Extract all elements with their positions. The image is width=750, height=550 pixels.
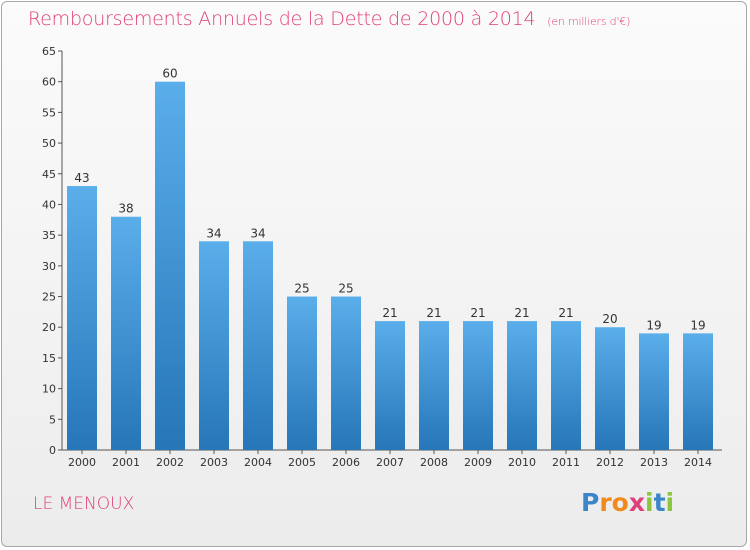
x-tick-label: 2003 [200,456,228,469]
data-label: 43 [74,171,89,185]
x-tick-label: 2011 [552,456,580,469]
x-tick-label: 2014 [684,456,712,469]
logo-letter: t [653,488,666,517]
data-label: 21 [426,306,441,320]
data-label: 38 [118,202,133,216]
x-tick-label: 2013 [640,456,668,469]
x-tick-label: 2005 [288,456,316,469]
bar [243,241,273,450]
data-label: 21 [514,306,529,320]
y-tick-label: 55 [42,106,56,119]
data-label: 20 [602,312,617,326]
y-tick-label: 25 [42,291,56,304]
x-tick-label: 2010 [508,456,536,469]
bar [67,186,97,451]
data-label: 21 [558,306,573,320]
chart-title: Remboursements Annuels de la Dette de 20… [28,8,630,30]
data-label: 34 [206,226,221,240]
bar [111,216,141,450]
data-label: 60 [162,67,177,81]
bar [199,241,229,450]
logo-letter: i [645,488,654,517]
y-tick-label: 15 [42,352,56,365]
chart-title-text: Remboursements Annuels de la Dette de 20… [28,8,536,30]
chart-unit: (en milliers d'€) [547,15,631,28]
x-tick-label: 2006 [332,456,360,469]
x-tick-label: 2007 [376,456,404,469]
bar [507,321,537,450]
data-label: 25 [294,282,309,296]
y-tick-label: 60 [42,76,56,89]
x-tick-label: 2001 [112,456,140,469]
y-tick-label: 45 [42,168,56,181]
bar [463,321,493,450]
x-tick-label: 2004 [244,456,272,469]
bar [639,333,669,450]
data-label: 25 [338,282,353,296]
x-tick-label: 2008 [420,456,448,469]
y-tick-label: 50 [42,137,56,150]
bar [419,321,449,450]
y-tick-label: 5 [49,413,56,426]
y-tick-label: 10 [42,383,56,396]
logo-letter: x [628,488,645,517]
bar [551,321,581,450]
proxiti-logo[interactable]: Proxiti [581,488,674,517]
y-tick-label: 30 [42,260,56,273]
y-tick-label: 0 [49,444,56,457]
x-tick-label: 2012 [596,456,624,469]
data-label: 21 [382,306,397,320]
y-tick-label: 35 [42,229,56,242]
logo-letter: P [581,488,600,517]
logo-letter: r [599,488,612,517]
logo-letter: o [611,488,629,517]
commune-name: LE MENOUX [33,494,135,514]
data-label: 19 [646,318,661,332]
data-label: 34 [250,226,265,240]
bar [595,327,625,450]
data-label: 19 [690,318,705,332]
y-tick-label: 40 [42,198,56,211]
bar [155,81,185,450]
bar [287,296,317,450]
x-tick-label: 2000 [68,456,96,469]
data-label: 21 [470,306,485,320]
x-tick-label: 2002 [156,456,184,469]
y-tick-label: 65 [42,45,56,58]
bar [683,333,713,450]
bar [331,296,361,450]
logo-letter: i [665,488,675,517]
x-tick-label: 2009 [464,456,492,469]
y-tick-label: 20 [42,321,56,334]
bar [375,321,405,450]
